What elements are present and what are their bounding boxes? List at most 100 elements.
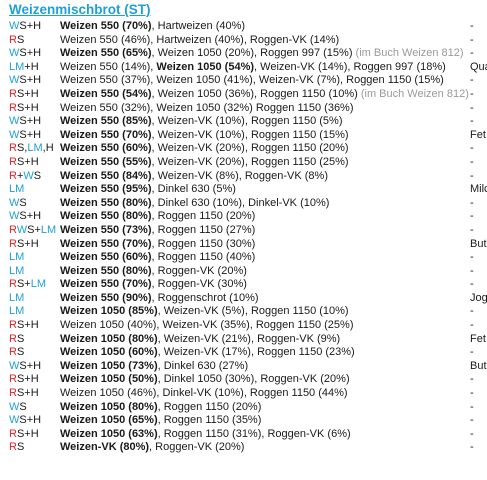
main-flour-text: Weizen 1050 (80%) [60,400,158,413]
main-flour-text: Weizen 550 (70%) [60,278,152,291]
flour-text: , Weizen-VK (21%), Roggen-VK (9%) [157,332,341,345]
recipe-row: RS,LM,H Weizen 550 (60%), Weizen-VK (20%)… [0,142,487,156]
recipe-note: - [470,251,474,264]
recipe-row: RS+H Weizen 1050 (63%), Roggen 1150 (31%)… [0,428,487,442]
flour-text: Weizen 1050 (40%), Weizen-VK (35%), Rogg… [60,319,354,332]
recipe-code: RWS+LM [9,224,56,238]
recipe-row: RS+LM Weizen 550 (70%), Roggen-VK (30%) - [0,278,487,292]
flour-text: , Roggen 1150 (31%), Roggen-VK (6%) [157,427,351,440]
recipe-code-segment: ,H [42,142,54,155]
recipe-code-segment: LM [9,183,25,196]
recipe-code: RS+LM [9,278,46,292]
flour-composition: Weizen 550 (80%), Roggen-VK (20%) [60,265,247,279]
main-flour-text: Weizen 550 (65%) [60,47,152,60]
main-flour-text: Weizen 550 (84%) [60,169,152,182]
recipe-code-segment: W [9,210,20,223]
recipe-code-segment: S [19,400,27,413]
main-flour-text: Weizen 550 (70%) [60,20,152,32]
recipe-row: RS+H Weizen 1050 (46%), Dinkel-VK (10%), … [0,387,487,401]
recipe-code-segment: LM [9,60,25,73]
recipe-code-segment: S+H [16,319,39,332]
flour-text: , Weizen-VK (5%), Roggen 1150 (10%) [157,305,349,318]
recipe-code-segment: W [9,128,20,141]
recipe-code: RS [9,333,24,347]
flour-composition: Weizen 550 (46%), Hartweizen (40%), Rogg… [60,34,339,48]
recipe-code-segment: +H [24,60,39,73]
recipe-code: WS [9,401,27,415]
recipe-note: - [470,74,474,87]
flour-composition: Weizen 550 (55%), Weizen-VK (20%), Rogge… [60,156,349,170]
recipe-code: RS+H [9,428,39,442]
section-title-link[interactable]: Weizenmischbrot (ST) [9,2,151,17]
recipe-code-segment: S+H [16,101,39,114]
recipe-note: But [470,237,487,250]
recipe-code: LM [9,265,24,279]
recipe-note: - [470,101,474,114]
recipe-code-segment: R [9,319,17,332]
recipe-code-segment: S [16,346,25,359]
recipe-note: - [470,169,474,182]
main-flour-text: Weizen 1050 (50%) [60,373,158,386]
flour-composition: Weizen 1050 (46%), Dinkel-VK (10%), Rogg… [60,387,348,401]
recipe-code-segment: R [9,142,17,155]
recipe-row: WS+H Weizen 550 (37%), Weizen 1050 (41%),… [0,74,487,88]
recipe-code: WS+H [9,115,41,129]
recipe-code: RS [9,441,24,455]
recipe-code: WS+H [9,20,41,34]
recipe-code-segment: R [9,223,17,236]
recipe-code-segment: S [16,33,25,46]
recipe-row: WS Weizen 1050 (80%), Roggen 1150 (20%) - [0,401,487,415]
recipe-code: RS+H [9,156,39,170]
flour-composition: Weizen 550 (70%), Roggen-VK (30%) [60,278,247,292]
recipe-code-segment: S+H [16,427,39,440]
recipe-note: - [470,278,474,291]
recipe-code-segment: S+ [16,278,31,291]
recipe-row: RS+H Weizen 550 (55%), Weizen-VK (20%), R… [0,156,487,170]
main-flour-text: Weizen 1050 (73%) [60,359,158,372]
recipe-code: R+WS [9,170,41,184]
main-flour-text: Weizen-VK (80%) [60,441,150,454]
recipe-row: RS+H Weizen 550 (32%), Weizen 1050 (32%) … [0,102,487,116]
recipe-note: Qua [470,60,487,73]
flour-composition: Weizen 550 (70%), Weizen-VK (10%), Rogge… [60,129,349,143]
recipe-note: - [470,346,474,359]
recipe-row: LM Weizen 550 (90%), Roggenschrot (10%) Jo… [0,292,487,306]
flour-composition: Weizen-VK (80%), Roggen-VK (20%) [60,441,244,455]
main-flour-text: Weizen 550 (60%) [60,142,152,155]
flour-composition: Weizen 550 (73%), Roggen 1150 (27%) [60,224,255,238]
recipe-code-segment: S+H [16,373,39,386]
recipe-code: RS [9,346,24,360]
main-flour-text: Weizen 550 (70%) [60,128,152,141]
flour-composition: Weizen 550 (80%), Dinkel 630 (10%), Dink… [60,197,329,211]
recipe-code: LM+H [9,61,39,75]
flour-text: , Weizen-VK (17%), Roggen 1150 (23%) [157,346,355,359]
recipe-note: - [470,210,474,223]
recipe-code: RS+H [9,102,39,116]
main-flour-text: Weizen 550 (54%) [60,87,152,100]
flour-text: Weizen 550 (32%), Weizen 1050 (32%) Rogg… [60,101,354,114]
flour-text: Weizen 550 (37%), Weizen 1050 (41%), Wei… [60,74,444,87]
recipe-code-segment: S, [16,142,28,155]
recipe-row: RS Weizen 1050 (80%), Weizen-VK (21%), Ro… [0,333,487,347]
main-flour-text: Weizen 1050 (60%) [60,346,158,359]
recipe-code-segment: LM [27,142,43,155]
flour-composition: Weizen 550 (84%), Weizen-VK (8%), Roggen… [60,170,328,184]
recipe-code-segment: W [16,223,28,236]
recipe-code-segment: LM [9,305,25,318]
recipe-code: RS+H [9,319,39,333]
recipe-note: - [470,400,474,413]
recipe-code-segment: W [9,196,20,209]
recipe-note: - [470,305,474,318]
recipe-code-segment: R [9,278,17,291]
recipe-row: WS Weizen 550 (80%), Dinkel 630 (10%), Di… [0,197,487,211]
recipe-row: RS+H Weizen 550 (54%), Weizen 1050 (36%),… [0,88,487,102]
recipe-note: - [470,441,474,454]
main-flour-text: Weizen 1050 (65%) [60,414,158,427]
flour-text: , Weizen-VK (10%), Roggen 1150 (5%) [151,115,343,128]
recipe-rows: WS+H Weizen 550 (70%), Hartweizen (40%) - R… [0,20,487,455]
flour-composition: Weizen 550 (60%), Weizen-VK (20%), Rogge… [60,142,349,156]
flour-composition: Weizen 550 (90%), Roggenschrot (10%) [60,292,259,306]
recipe-note: - [470,155,474,168]
flour-text: , Weizen-VK (8%), Roggen-VK (8%) [151,169,328,182]
recipe-code-segment: S+H [19,20,42,32]
